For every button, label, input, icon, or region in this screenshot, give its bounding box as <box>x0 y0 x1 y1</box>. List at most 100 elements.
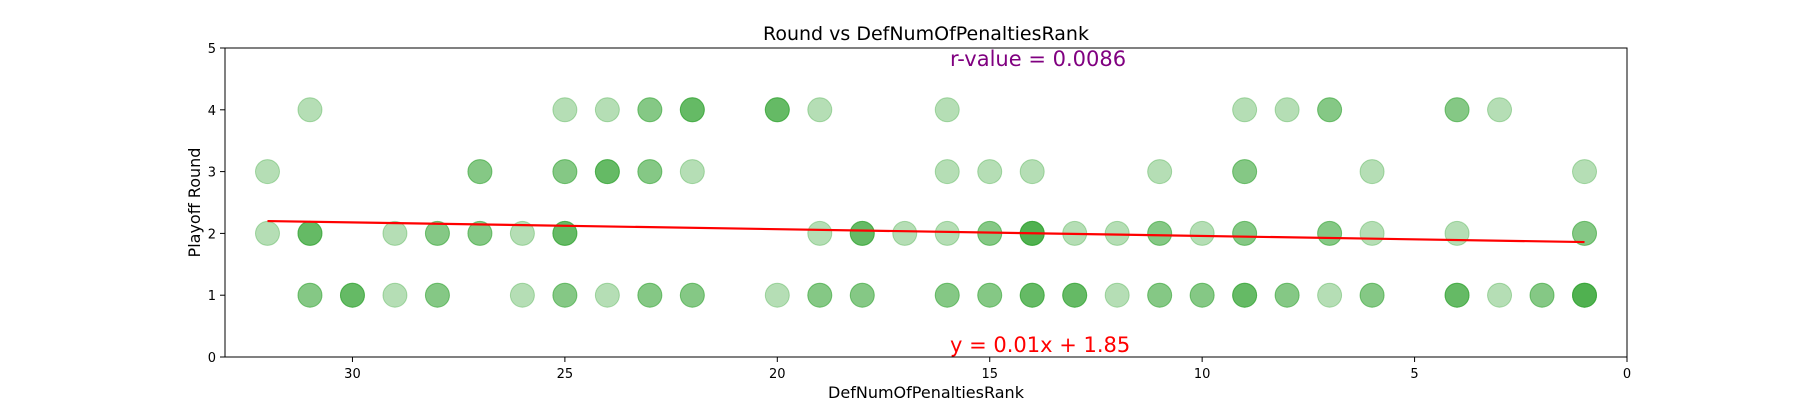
data-point <box>1062 282 1088 308</box>
data-point <box>1487 97 1513 123</box>
data-point <box>594 97 620 123</box>
data-point <box>849 220 875 246</box>
data-point <box>977 159 1003 185</box>
data-point <box>1317 282 1343 308</box>
axes-layer: 30 25 20 15 10 5 0 0 1 2 3 4 5 <box>208 42 1631 382</box>
data-point <box>1104 282 1130 308</box>
data-point <box>679 282 705 308</box>
data-point <box>339 282 365 308</box>
data-point <box>1444 282 1470 308</box>
data-point <box>1274 97 1300 123</box>
data-point <box>1359 159 1385 185</box>
data-point <box>1529 282 1555 308</box>
data-point <box>1232 220 1258 246</box>
data-point <box>1189 282 1215 308</box>
y-tick-label: 1 <box>208 289 216 304</box>
data-point <box>1232 97 1258 123</box>
data-point <box>1232 220 1258 246</box>
data-point <box>1232 282 1258 308</box>
data-point <box>637 282 663 308</box>
data-point <box>1444 282 1470 308</box>
data-point <box>1189 282 1215 308</box>
data-point <box>1062 282 1088 308</box>
data-point <box>424 282 450 308</box>
data-point <box>934 282 960 308</box>
data-point <box>1317 220 1343 246</box>
data-point <box>637 97 663 123</box>
data-point <box>934 159 960 185</box>
points-layer <box>254 97 1598 308</box>
data-point <box>552 220 578 246</box>
x-tick-label: 25 <box>557 367 574 382</box>
x-tick-label: 5 <box>1410 367 1418 382</box>
data-point <box>339 282 365 308</box>
data-point <box>1189 220 1215 246</box>
data-point <box>1444 282 1470 308</box>
data-point <box>1019 282 1045 308</box>
data-point <box>1572 282 1598 308</box>
data-point <box>1147 220 1173 246</box>
r-value-annotation: r-value = 0.0086 <box>950 47 1126 71</box>
y-tick-label: 3 <box>208 166 216 181</box>
data-point <box>934 97 960 123</box>
data-point <box>1019 282 1045 308</box>
data-point <box>1147 282 1173 308</box>
data-point <box>382 220 408 246</box>
y-tick-label: 5 <box>208 42 216 57</box>
data-point <box>679 97 705 123</box>
regression-line <box>267 219 1585 244</box>
data-point <box>1147 220 1173 246</box>
data-point <box>637 159 663 185</box>
data-point <box>1019 282 1045 308</box>
data-point <box>552 220 578 246</box>
data-point <box>1359 282 1385 308</box>
data-point <box>1232 282 1258 308</box>
data-point <box>1572 220 1598 246</box>
data-point <box>679 282 705 308</box>
data-point <box>1232 159 1258 185</box>
y-tick-label: 2 <box>208 227 216 242</box>
data-point <box>594 159 620 185</box>
data-point <box>297 220 323 246</box>
y-axis-label: Playoff Round <box>185 148 204 258</box>
data-point <box>1572 282 1598 308</box>
data-point <box>1147 159 1173 185</box>
data-point <box>424 282 450 308</box>
data-point <box>467 220 493 246</box>
data-point <box>467 159 493 185</box>
data-point <box>977 282 1003 308</box>
data-point <box>764 97 790 123</box>
data-point <box>509 282 535 308</box>
data-point <box>424 220 450 246</box>
x-tick-label: 0 <box>1623 367 1631 382</box>
data-point <box>849 282 875 308</box>
data-point <box>849 220 875 246</box>
data-point <box>1444 97 1470 123</box>
plot-frame <box>224 47 1628 358</box>
data-point <box>1274 282 1300 308</box>
data-point <box>254 220 280 246</box>
x-tick-label: 20 <box>769 367 786 382</box>
data-point <box>552 159 578 185</box>
data-point <box>679 97 705 123</box>
data-point <box>552 220 578 246</box>
data-point <box>1529 282 1555 308</box>
data-point <box>807 282 833 308</box>
data-point <box>849 282 875 308</box>
data-point <box>594 282 620 308</box>
y-tick-label: 0 <box>208 351 216 366</box>
data-point <box>1232 282 1258 308</box>
data-point <box>764 97 790 123</box>
data-point <box>637 282 663 308</box>
data-point <box>1572 282 1598 308</box>
data-point <box>679 97 705 123</box>
data-point <box>297 282 323 308</box>
data-point <box>297 282 323 308</box>
data-point <box>1232 159 1258 185</box>
data-point <box>1317 220 1343 246</box>
data-point <box>1359 220 1385 246</box>
data-point <box>1062 282 1088 308</box>
y-tick-label: 4 <box>208 104 216 119</box>
data-point <box>1359 282 1385 308</box>
data-point <box>1019 159 1045 185</box>
